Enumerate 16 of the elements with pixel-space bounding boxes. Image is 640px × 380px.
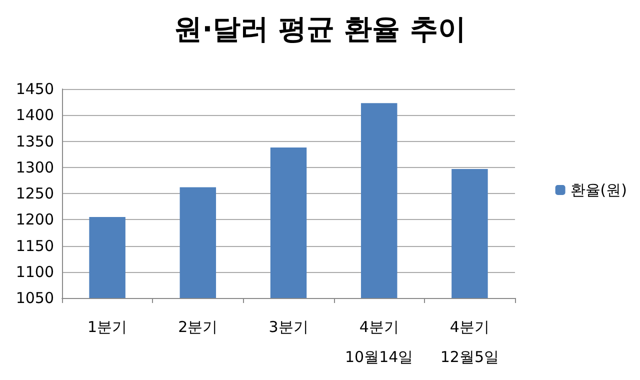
x-tick-label: 2분기 (178, 318, 218, 336)
y-tick-label: 1300 (16, 158, 54, 176)
y-tick-label: 1150 (16, 236, 54, 255)
x-tick-label: 4분기 10월14일 (345, 318, 414, 366)
x-tick-label: 4분기 12월5일 (440, 318, 500, 366)
y-tick-label: 1250 (16, 184, 54, 202)
y-tick-label: 1050 (16, 289, 54, 307)
y-tick-label: 1100 (16, 262, 54, 281)
x-tick-label: 3분기 (268, 318, 308, 336)
y-tick-label: 1350 (16, 132, 54, 150)
x-tick-label: 1분기 (88, 318, 128, 336)
y-tick-label: 1400 (16, 106, 54, 124)
y-tick-label: 1450 (16, 80, 54, 98)
legend-label: 환율(원) (570, 181, 628, 199)
y-tick-label: 1200 (16, 210, 54, 229)
chart-title: 원·달러 평균 환율 추이 (174, 12, 466, 46)
